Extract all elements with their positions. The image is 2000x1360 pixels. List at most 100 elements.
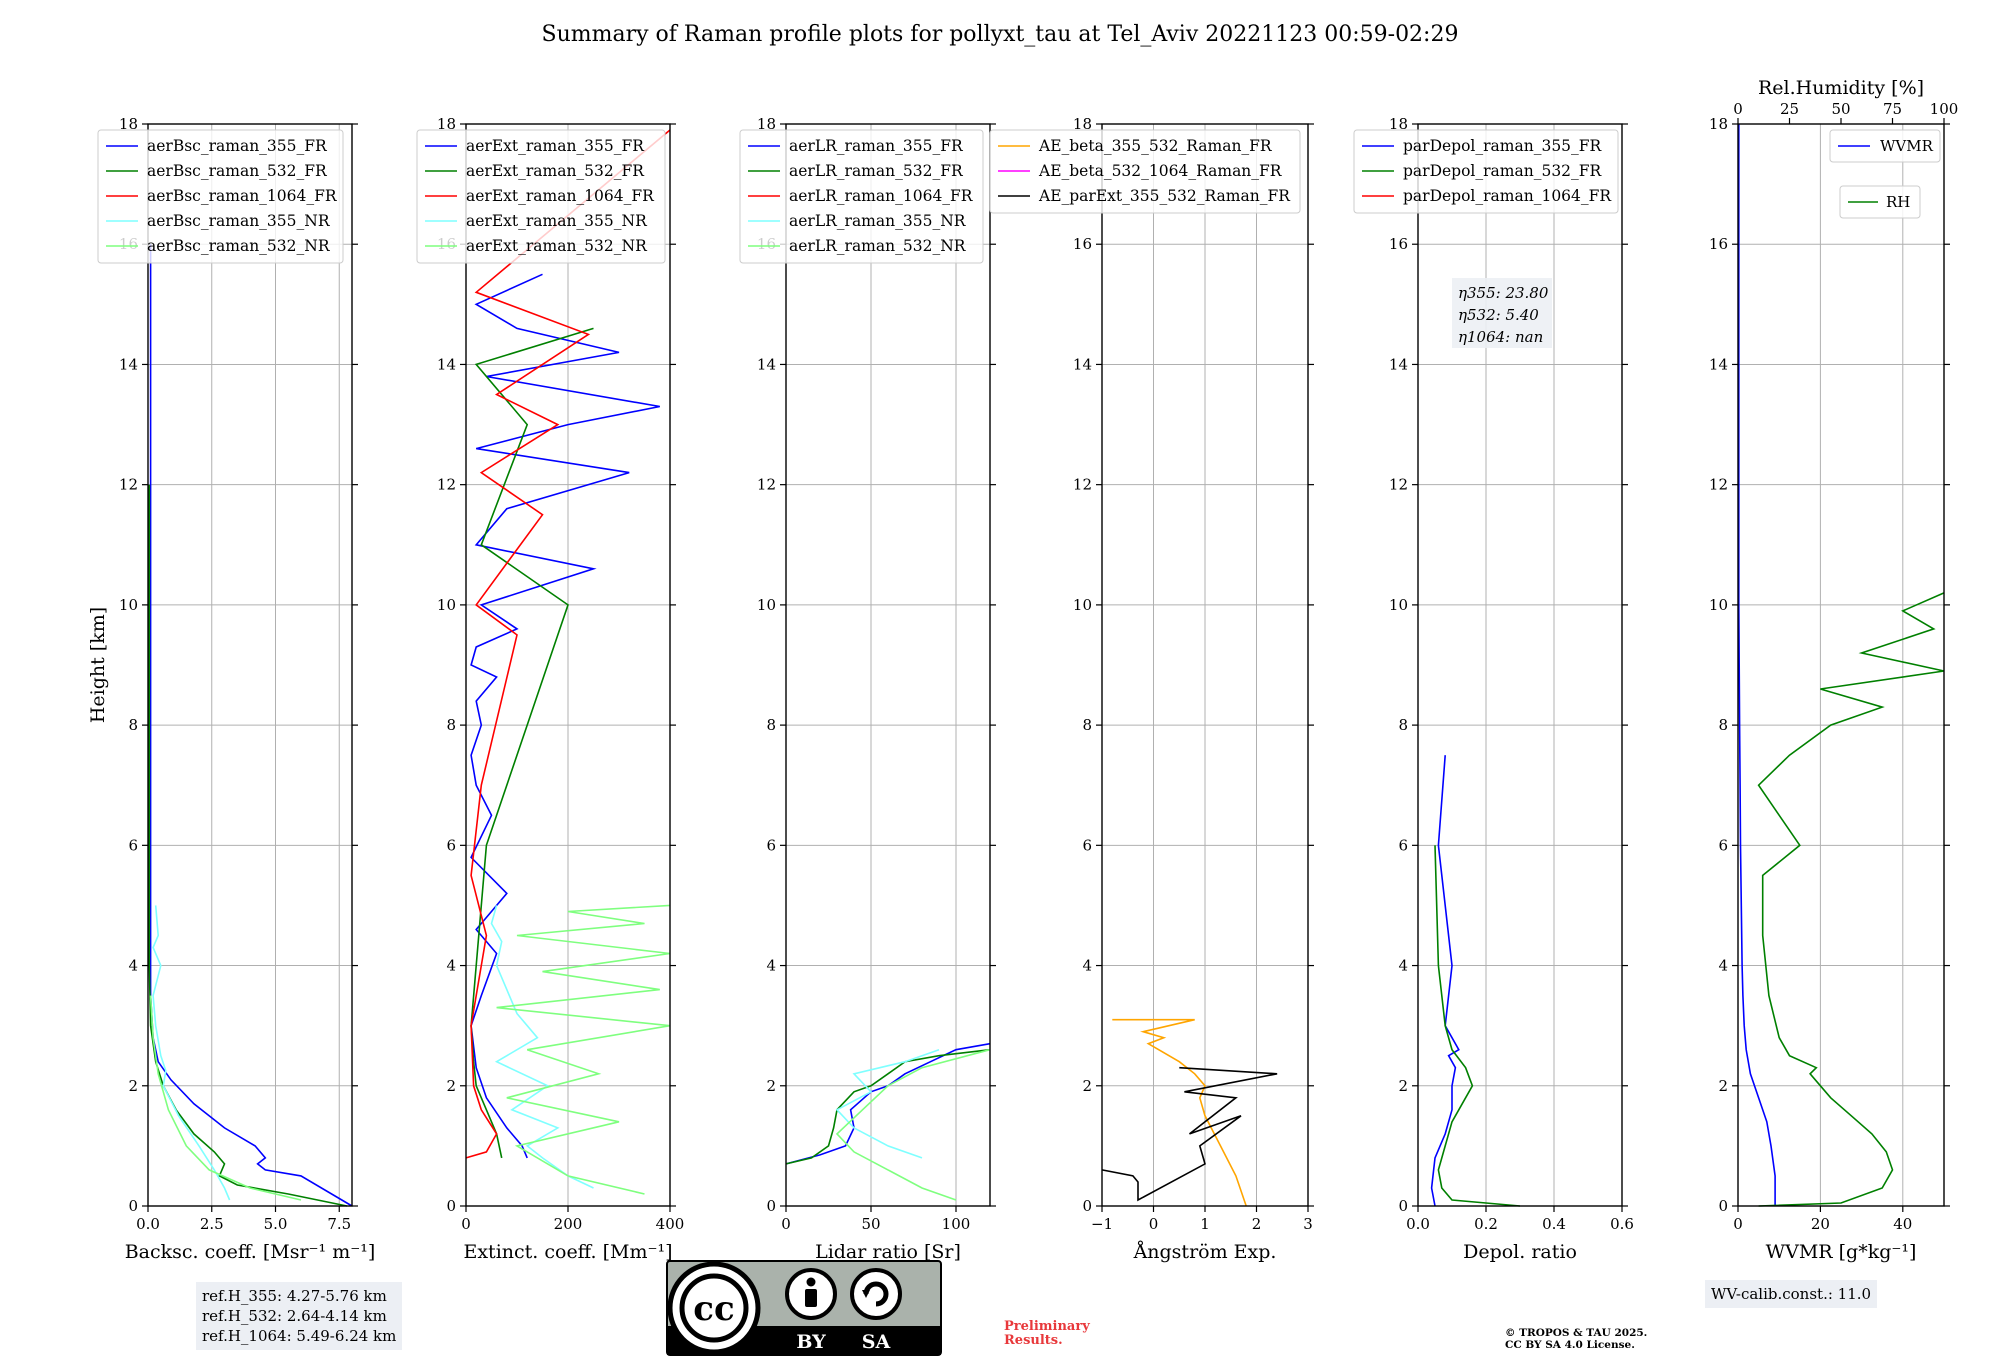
legend-label: aerExt_raman_355_FR <box>466 137 645 155</box>
copyright-note: © TROPOS & TAU 2025. CC BY SA 4.0 Licens… <box>1505 1327 1647 1351</box>
y-tick-label: 10 <box>757 596 776 614</box>
x-axis-label: WVMR [g*kg⁻¹] <box>1766 1241 1917 1263</box>
y-tick-label: 12 <box>1073 476 1092 494</box>
y-tick-label: 2 <box>128 1077 138 1095</box>
copyright-line-2: CC BY SA 4.0 License. <box>1505 1339 1635 1351</box>
y-tick-label: 4 <box>1398 957 1408 975</box>
copyright-line-1: © TROPOS & TAU 2025. <box>1505 1327 1648 1339</box>
legend-label: parDepol_raman_355_FR <box>1403 137 1603 155</box>
panel-backscatter: 0.02.55.07.5024681012141618Backsc. coeff… <box>97 115 376 1263</box>
y-tick-label: 12 <box>1709 476 1728 494</box>
eta-annotation: η532: 5.40 <box>1458 306 1539 324</box>
y-tick-label: 6 <box>1082 836 1092 854</box>
ref-height-532: ref.H_532: 2.64-4.14 km <box>202 1307 387 1325</box>
legend-box <box>989 129 1301 214</box>
cc-text: cc <box>693 1289 734 1329</box>
top-x-tick-label: 100 <box>1930 100 1959 118</box>
y-tick-label: 4 <box>1718 957 1728 975</box>
x-tick-label: 20 <box>1811 1215 1830 1233</box>
y-tick-label: 12 <box>757 476 776 494</box>
y-tick-label: 18 <box>1073 115 1092 133</box>
y-tick-label: 4 <box>128 957 138 975</box>
legend-label: aerExt_raman_532_NR <box>466 237 648 255</box>
y-tick-label: 14 <box>1389 355 1408 373</box>
preliminary-line-2: Results. <box>1004 1333 1063 1348</box>
y-tick-label: 0 <box>446 1197 456 1215</box>
y-tick-label: 18 <box>1709 115 1728 133</box>
y-tick-label: 18 <box>1389 115 1408 133</box>
panel-extinction: 0200400024681012141618Extinct. coeff. [M… <box>416 115 684 1263</box>
y-tick-label: 2 <box>1718 1077 1728 1095</box>
x-axis-label: Backsc. coeff. [Msr⁻¹ m⁻¹] <box>125 1241 376 1263</box>
y-tick-label: 4 <box>446 957 456 975</box>
legend-box <box>1829 129 1941 163</box>
axes-frame <box>147 123 353 1207</box>
eta-annotation: η355: 23.80 <box>1458 284 1549 302</box>
legend-label: aerLR_raman_1064_FR <box>789 187 974 205</box>
legend-label: aerBsc_raman_355_FR <box>147 137 328 155</box>
series-line-aerBsc_raman_532_NR <box>149 995 302 1201</box>
y-tick-label: 8 <box>1718 716 1728 734</box>
top-x-axis-label: Rel.Humidity [%] <box>1758 77 1924 99</box>
legend-label: AE_beta_532_1064_Raman_FR <box>1038 162 1283 180</box>
legend-label: aerExt_raman_355_NR <box>466 212 648 230</box>
axes-frame <box>1417 123 1623 1207</box>
reference-heights-box: ref.H_355: 4.27-5.76 km ref.H_532: 2.64-… <box>196 1282 403 1350</box>
x-tick-label: 0 <box>1733 1215 1743 1233</box>
series-line-aerExt_raman_355_FR <box>470 273 660 1159</box>
y-tick-label: 18 <box>119 115 138 133</box>
y-tick-label: 0 <box>766 1197 776 1215</box>
top-x-tick-label: 0 <box>1733 100 1743 118</box>
x-tick-label: 0.0 <box>1406 1215 1430 1233</box>
series-line-aerLR_raman_532_NR <box>835 1048 991 1201</box>
ref-height-1064: ref.H_1064: 5.49-6.24 km <box>202 1327 397 1345</box>
series-line-aerExt_raman_532_FR <box>470 327 594 1159</box>
legend-label: parDepol_raman_532_FR <box>1403 162 1603 180</box>
wv-calibration-constant: WV-calib.const.: 11.0 <box>1711 1285 1872 1303</box>
series-line-AE_parExt_355_532_Raman_FR <box>1101 1066 1278 1202</box>
legend-label: aerBsc_raman_355_NR <box>147 212 331 230</box>
y-tick-label: 14 <box>1709 355 1728 373</box>
y-tick-label: 8 <box>1398 716 1408 734</box>
series-line-WVMR <box>1738 124 1776 1206</box>
y-tick-label: 0 <box>1398 1197 1408 1215</box>
x-axis-label: Extinct. coeff. [Mm⁻¹] <box>463 1241 672 1263</box>
y-tick-label: 14 <box>757 355 776 373</box>
legend-label: RH <box>1886 193 1910 211</box>
legend-box <box>416 129 666 264</box>
legend-box <box>739 129 984 264</box>
panel-lidar_ratio: 050100024681012141618Lidar ratio [Sr]aer… <box>739 115 996 1263</box>
x-tick-label: 0.2 <box>1474 1215 1498 1233</box>
legend-box <box>97 129 344 264</box>
y-tick-label: 14 <box>437 355 456 373</box>
y-tick-label: 6 <box>766 836 776 854</box>
y-tick-label: 10 <box>1389 596 1408 614</box>
y-tick-label: 18 <box>437 115 456 133</box>
y-tick-label: 10 <box>437 596 456 614</box>
top-x-tick-label: 50 <box>1831 100 1850 118</box>
y-tick-label: 6 <box>128 836 138 854</box>
y-tick-label: 10 <box>1709 596 1728 614</box>
cc-by-sa-logo: cc BY SA <box>666 1260 942 1356</box>
y-tick-label: 6 <box>1718 836 1728 854</box>
preliminary-results-note: Preliminary Results. <box>1004 1320 1090 1348</box>
y-tick-label: 0 <box>1718 1197 1728 1215</box>
y-tick-label: 12 <box>119 476 138 494</box>
y-tick-label: 4 <box>1082 957 1092 975</box>
y-tick-label: 8 <box>766 716 776 734</box>
legend-label: aerLR_raman_355_NR <box>789 212 967 230</box>
x-tick-label: 1 <box>1200 1215 1210 1233</box>
y-tick-label: 16 <box>1073 235 1092 253</box>
y-tick-label: 16 <box>1709 235 1728 253</box>
series-line-aerBsc_raman_355_FR <box>149 244 353 1207</box>
x-axis-label: Depol. ratio <box>1463 1241 1577 1263</box>
x-axis-label: Lidar ratio [Sr] <box>815 1241 961 1263</box>
legend-label: WVMR <box>1880 137 1934 155</box>
top-x-tick-label: 25 <box>1780 100 1799 118</box>
x-axis-label: Ångström Exp. <box>1133 1241 1277 1263</box>
panel-depolarization: 0.0 0.2 0.4 0.6 0 2 4 6 8 10 12 14 16 18 Depol. ratio p… <box>1353 115 1634 1263</box>
x-tick-label: 0 <box>1149 1215 1159 1233</box>
legend-label: aerLR_raman_355_FR <box>789 137 964 155</box>
series-line-aerBsc_raman_355_NR <box>152 905 231 1201</box>
